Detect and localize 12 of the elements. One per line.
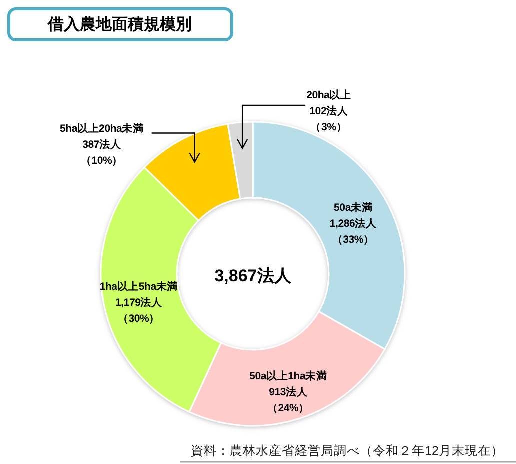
data-label: 387法人（10%）: [80, 138, 123, 168]
text: 資料：農林水産省経営局調べ（令和２年12月末現在）: [191, 443, 504, 458]
data-label: 1,179法人（30%）: [115, 296, 164, 325]
text: 3,867法人: [214, 266, 292, 286]
slice-label: 50a以上1ha未満: [250, 369, 328, 382]
chart-title: 借入農地面積規模別: [47, 16, 192, 34]
data-label: 913法人（24%）: [267, 385, 310, 414]
data-label: 102法人（3%）: [310, 104, 350, 134]
slice-label: 20ha以上: [306, 88, 352, 102]
slice-label: 5ha以上20ha未満: [60, 122, 144, 136]
slice-label: 50a未満: [334, 200, 373, 214]
data-label: 1,286法人（33%）: [330, 216, 378, 246]
